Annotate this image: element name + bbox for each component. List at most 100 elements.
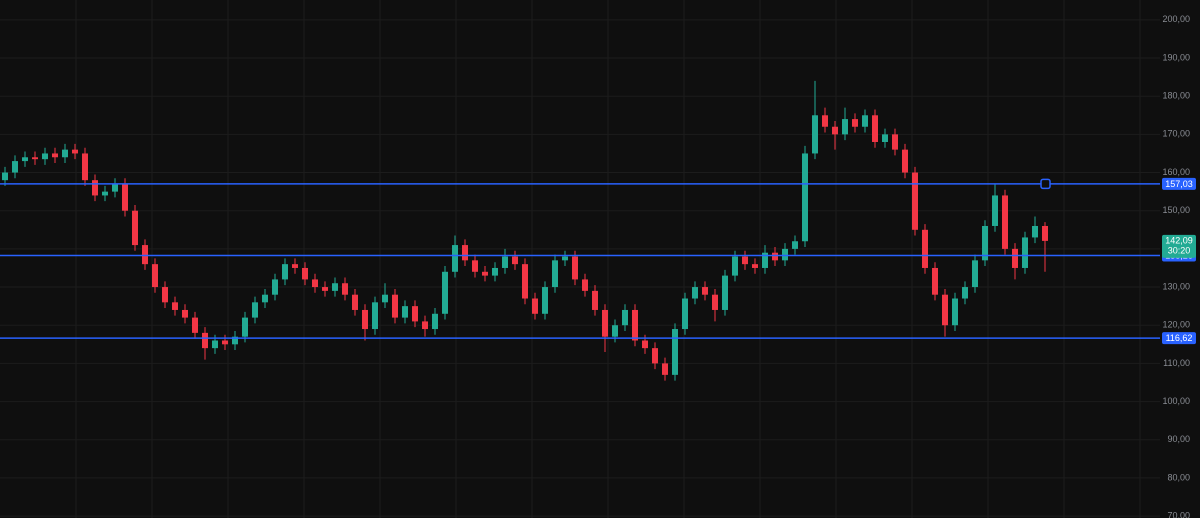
candle-body (672, 329, 678, 375)
y-tick-label: 160,00 (1162, 167, 1190, 177)
candle-body (82, 153, 88, 181)
y-tick-label: 120,00 (1162, 320, 1190, 330)
candle-body (692, 287, 698, 299)
y-tick-label: 100,00 (1162, 396, 1190, 406)
candle-body (472, 260, 478, 272)
candle-body (112, 183, 118, 192)
candle-body (542, 287, 548, 314)
candle-body (882, 134, 888, 143)
y-tick-label: 170,00 (1162, 129, 1190, 139)
candle-body (192, 317, 198, 333)
y-tick-label: 180,00 (1162, 91, 1190, 101)
candle-body (712, 294, 718, 310)
candle-body (262, 294, 268, 303)
candle-body (152, 264, 158, 288)
candle-body (892, 134, 898, 150)
y-tick-label: 190,00 (1162, 52, 1190, 62)
candle-body (662, 363, 668, 375)
candle-body (562, 256, 568, 261)
candle-body (52, 153, 58, 158)
candle-body (1042, 225, 1048, 241)
level-price-tag (1162, 177, 1196, 190)
candle-body (772, 252, 778, 261)
candle-body (642, 340, 648, 349)
candle-body (862, 115, 868, 127)
y-tick-label: 130,00 (1162, 281, 1190, 291)
candle-body (462, 245, 468, 261)
last-price-label: 142,09 (1165, 235, 1193, 245)
candle-body (952, 298, 958, 326)
candle-body (612, 325, 618, 337)
candle-body (292, 264, 298, 268)
candle-body (312, 279, 318, 288)
y-tick-label: 90,00 (1167, 434, 1190, 444)
candle-body (992, 195, 998, 226)
candle-body (1032, 225, 1038, 238)
candle-body (982, 225, 988, 261)
candle-body (122, 183, 128, 211)
candle-body (602, 309, 608, 337)
level-price-tag (1162, 332, 1196, 345)
candle-body (922, 229, 928, 268)
last-price-tag (1162, 234, 1196, 258)
candle-body (592, 290, 598, 310)
candle-body (582, 279, 588, 291)
level-price-label: 116,62 (1166, 333, 1193, 343)
candle-body (362, 309, 368, 330)
candle-body (732, 256, 738, 276)
candle-body (522, 264, 528, 299)
candle-body (532, 298, 538, 314)
candle-body (302, 267, 308, 280)
candle-body (942, 294, 948, 326)
candle-body (572, 256, 578, 280)
candle-body (2, 172, 8, 181)
candle-body (132, 210, 138, 246)
candle-body (442, 271, 448, 314)
candle-body (682, 298, 688, 330)
candle-body (162, 287, 168, 303)
candle-body (912, 172, 918, 230)
candle-body (172, 302, 178, 310)
candle-body (852, 119, 858, 127)
level-price-label: 157,03 (1165, 179, 1193, 189)
candle-body (202, 332, 208, 349)
candle-body (272, 279, 278, 295)
candle-body (842, 119, 848, 135)
candle-body (412, 306, 418, 322)
candle-body (932, 267, 938, 295)
candle-body (872, 115, 878, 143)
candle-body (502, 256, 508, 268)
candle-body (962, 287, 968, 299)
candle-body (702, 287, 708, 295)
candle-body (1002, 195, 1008, 249)
line-handle[interactable] (1040, 178, 1051, 190)
candle-body (282, 264, 288, 280)
y-tick-label: 150,00 (1162, 205, 1190, 215)
candle-body (782, 248, 788, 261)
candle-body (512, 256, 518, 265)
candle-body (332, 283, 338, 291)
y-tick-label: 80,00 (1167, 472, 1190, 482)
candle-body (652, 348, 658, 364)
candle-body (762, 252, 768, 268)
candle-body (342, 283, 348, 295)
candle-body (632, 309, 638, 341)
candle-body (242, 317, 248, 337)
candle-body (972, 260, 978, 288)
candle-body (742, 256, 748, 265)
candle-body (752, 264, 758, 268)
candle-body (492, 267, 498, 276)
candle-body (402, 306, 408, 318)
candle-body (352, 294, 358, 310)
candle-body (812, 115, 818, 154)
candle-body (622, 309, 628, 326)
candle-body (1012, 248, 1018, 268)
candle-body (62, 149, 68, 158)
candle-body (802, 153, 808, 242)
candle-body (102, 191, 108, 196)
y-tick-label: 110,00 (1163, 358, 1190, 368)
candle-body (22, 157, 28, 162)
